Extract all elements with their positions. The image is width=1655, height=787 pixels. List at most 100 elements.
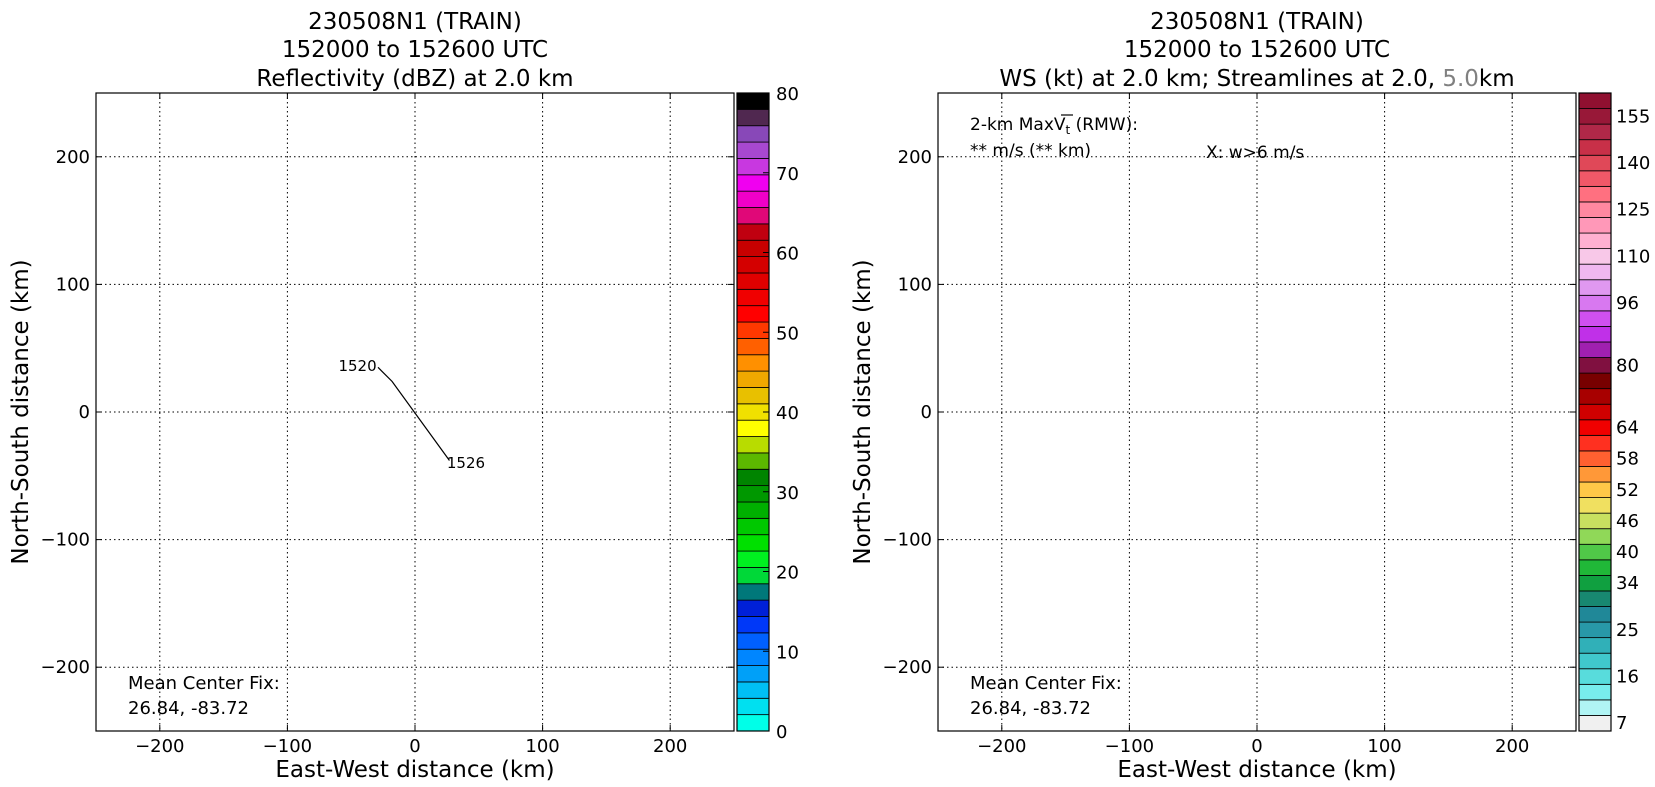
- center-fix-label: Mean Center Fix:: [970, 673, 1122, 694]
- colorbar-segment: [1578, 123, 1612, 141]
- chart-title-line-1: 230508N1 (TRAIN): [308, 9, 522, 35]
- colorbar-tick-label: 58: [1616, 449, 1639, 470]
- colorbar-segment: [1578, 715, 1612, 732]
- y-tick-label: 100: [56, 274, 90, 295]
- y-tick-label: 100: [898, 274, 932, 295]
- colorbar-segment: [1578, 419, 1612, 436]
- colorbar-segment: [1578, 699, 1612, 716]
- colorbar-segment: [736, 517, 770, 536]
- colorbar-segment: [1578, 652, 1612, 670]
- colorbar-segment: [736, 174, 770, 192]
- colorbar-segment: [736, 256, 770, 274]
- track-line: [377, 366, 450, 461]
- x-tick-label: 100: [1367, 736, 1401, 757]
- center-fix-label: Mean Center Fix:: [128, 673, 280, 694]
- colorbar-segment: [736, 485, 770, 503]
- colorbar-tick-label: 80: [1616, 355, 1639, 376]
- max-vt-prefix: 2-km MaxV: [970, 115, 1066, 135]
- colorbar-tick-label: 155: [1616, 106, 1650, 127]
- x-axis-label: East-West distance (km): [1117, 757, 1396, 783]
- chart-title-line-3: Reflectivity (dBZ) at 2.0 km: [256, 66, 573, 92]
- colorbar-segment: [736, 616, 770, 634]
- colorbar-tick-label: 52: [1616, 480, 1639, 501]
- colorbar-segment: [736, 207, 770, 225]
- colorbar-segment: [736, 370, 770, 388]
- colorbar-segment: [1578, 248, 1612, 265]
- colorbar-segment: [736, 354, 770, 372]
- x-tick-label: 200: [653, 736, 687, 757]
- x-tick-label: 0: [1251, 736, 1262, 757]
- x-tick-label: 100: [525, 736, 559, 757]
- colorbar-segment: [736, 665, 770, 683]
- colorbar-segment: [736, 632, 770, 650]
- colorbar-tick-label: 125: [1616, 200, 1650, 221]
- chart-title-line-2: 152000 to 152600 UTC: [282, 37, 548, 63]
- track-time-label: 1520: [338, 357, 376, 375]
- colorbar-segment: [736, 92, 770, 110]
- colorbar-segment: [736, 697, 770, 716]
- colorbar-segment: [1578, 528, 1612, 545]
- colorbar-segment: [736, 190, 770, 208]
- colorbar-segment: [1578, 263, 1612, 281]
- colorbar-tick-label: 64: [1616, 418, 1639, 439]
- panel-1: 230508N1 (TRAIN)152000 to 152600 UTC Refl…: [8, 9, 799, 783]
- x-tick-label: −200: [977, 736, 1026, 757]
- chart-title-line-2: 152000 to 152600 UTC: [1124, 37, 1390, 63]
- colorbar-segment: [736, 223, 770, 241]
- colorbar-segment: [736, 436, 770, 454]
- colorbar-segment: [1578, 403, 1612, 421]
- title-text: WS (kt) at 2.0 km; Streamlines at 2.0,: [999, 66, 1442, 92]
- colorbar-segment: [1578, 92, 1612, 109]
- colorbar-segment: [736, 337, 770, 356]
- colorbar-segment: [736, 288, 770, 307]
- colorbar-tick-label: 46: [1616, 511, 1639, 532]
- colorbar-segment: [1578, 512, 1612, 530]
- colorbar-segment: [736, 681, 770, 699]
- colorbar-segment: [1578, 341, 1612, 358]
- colorbar-tick-label: 110: [1616, 246, 1650, 267]
- colorbar-segment: [736, 272, 770, 290]
- colorbar-segment: [1578, 232, 1612, 250]
- colorbar-segment: [1578, 357, 1612, 374]
- y-axis-label: North-South distance (km): [850, 259, 876, 564]
- colorbar-tick-label: 20: [776, 563, 799, 584]
- panel-2: 230508N1 (TRAIN)152000 to 152600 UTC WS (…: [850, 9, 1650, 783]
- colorbar-segment: [736, 468, 770, 487]
- colorbar-segment: [736, 108, 770, 127]
- x-tick-label: −200: [135, 736, 184, 757]
- title-unit: km: [1479, 66, 1515, 92]
- colorbar-tick-label: 25: [1616, 620, 1639, 641]
- colorbar-tick-label: 16: [1616, 667, 1639, 688]
- y-tick-label: 0: [921, 402, 932, 423]
- colorbar-segment: [1578, 154, 1612, 172]
- colorbar-segment: [736, 321, 770, 339]
- colorbar-segment: [736, 125, 770, 143]
- x-axis-label: East-West distance (km): [275, 757, 554, 783]
- colorbar-segment: [1578, 279, 1612, 296]
- colorbar-segment: [1578, 201, 1612, 218]
- max-vt-subscript: t: [1066, 123, 1071, 137]
- colorbar-tick-label: 34: [1616, 573, 1639, 594]
- colorbar-segment: [1578, 683, 1612, 701]
- colorbar-tick-label: 70: [776, 164, 799, 185]
- colorbar-segment: [736, 714, 770, 732]
- y-axis-label: North-South distance (km): [8, 259, 34, 564]
- colorbar-tick-label: 40: [1616, 542, 1639, 563]
- colorbar-tick-label: 0: [776, 722, 787, 743]
- colorbar-segment: [1578, 637, 1612, 654]
- center-fix-value: 26.84, -83.72: [128, 698, 249, 719]
- colorbar-segment: [1578, 372, 1612, 390]
- max-vt-value: ** m/s (** km): [970, 141, 1091, 161]
- title-gray-level: 5.0: [1442, 66, 1479, 92]
- colorbar-segment: [736, 387, 770, 405]
- center-fix-value: 26.84, -83.72: [970, 698, 1091, 719]
- colorbar-segment: [1578, 668, 1612, 685]
- colorbar-segment: [1578, 294, 1612, 312]
- colorbar-segment: [1578, 310, 1612, 327]
- colorbar-tick-label: 96: [1616, 293, 1639, 314]
- colorbar-tick-label: 30: [776, 483, 799, 504]
- colorbar-tick-label: 140: [1616, 153, 1650, 174]
- colorbar-segment: [1578, 185, 1612, 203]
- colorbar-tick-label: 60: [776, 244, 799, 265]
